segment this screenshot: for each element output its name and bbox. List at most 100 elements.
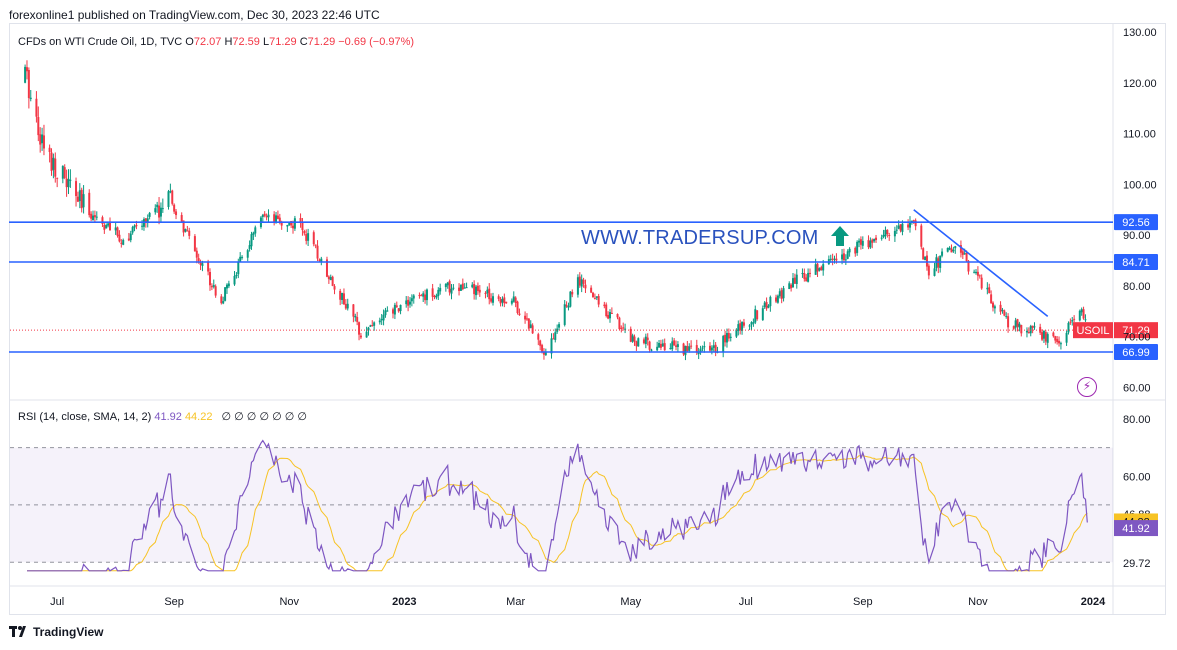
candle-body <box>820 267 823 271</box>
candle-body <box>871 239 874 243</box>
candle-body <box>790 284 793 289</box>
candle-body <box>1071 320 1074 322</box>
candle-body <box>907 224 910 228</box>
candle-body <box>978 275 981 277</box>
candle-body <box>780 290 783 299</box>
candle-body <box>741 321 744 331</box>
lightning-icon[interactable]: ⚡ <box>1077 377 1097 397</box>
rsi-label: RSI (14, close, SMA, 14, 2) <box>18 411 152 423</box>
candle-body <box>673 340 676 346</box>
candle-body <box>893 231 896 237</box>
candle-body <box>1058 340 1061 344</box>
candle-body <box>1001 309 1004 311</box>
candle-body <box>927 265 930 276</box>
candle-body <box>384 310 387 316</box>
candle-body <box>397 308 400 312</box>
tradingview-logo-icon <box>9 626 29 638</box>
candle-body <box>108 222 111 231</box>
candle-body <box>669 348 672 350</box>
candle-body <box>576 277 579 295</box>
candle-body <box>142 219 145 227</box>
candle-body <box>129 233 132 241</box>
candle-body <box>835 258 838 261</box>
candle-body <box>569 291 572 307</box>
candle-body <box>635 341 638 347</box>
symbol-legend: CFDs on WTI Crude Oil, 1D, TVC O72.07 H7… <box>18 36 415 48</box>
rsi-null-values: ∅ ∅ ∅ ∅ ∅ ∅ ∅ <box>221 411 307 423</box>
candle-body <box>437 289 440 297</box>
candle-body <box>524 315 527 320</box>
candle-body <box>67 178 70 188</box>
chart-frame <box>9 23 1166 615</box>
candle-body <box>701 347 704 349</box>
candle-body <box>1027 332 1030 334</box>
candle-body <box>1018 323 1021 328</box>
candle-body <box>727 333 730 339</box>
candle-body <box>663 343 666 351</box>
candle-body <box>61 165 64 179</box>
candle-body <box>92 215 95 221</box>
candle-body <box>884 229 887 236</box>
candle-body <box>37 117 40 136</box>
candle-body <box>327 276 330 280</box>
candle-body <box>439 287 442 292</box>
candle-body <box>1031 325 1034 329</box>
candle-body <box>1078 310 1081 321</box>
candle-body <box>782 288 785 299</box>
candle-body <box>158 205 161 218</box>
candle-body <box>688 346 691 351</box>
candle-body <box>199 261 202 265</box>
candle-body <box>856 241 859 253</box>
candle-body <box>41 134 44 144</box>
candle-body <box>988 287 991 294</box>
candle-body <box>756 310 759 320</box>
candle-body <box>816 263 819 272</box>
candle-body <box>1025 330 1028 333</box>
candle-body <box>539 340 542 346</box>
time-tick-label: Jul <box>739 596 753 608</box>
candle-body <box>492 296 495 303</box>
candle-body <box>90 213 93 219</box>
candle-body <box>1067 322 1070 333</box>
candle-body <box>122 239 125 245</box>
candle-body <box>924 256 927 261</box>
candle-body <box>976 271 979 276</box>
candle-body <box>552 338 555 340</box>
candle-body <box>312 232 315 245</box>
candle-body <box>792 278 795 288</box>
candle-body <box>603 304 606 307</box>
candle-body <box>941 251 944 256</box>
candle-body <box>307 233 310 241</box>
candle-body <box>699 349 702 352</box>
candle-body <box>82 194 85 208</box>
candle-body <box>875 237 878 241</box>
candle-body <box>503 297 506 304</box>
candle-body <box>529 324 532 328</box>
candle-body <box>914 220 917 227</box>
candle-body <box>182 220 185 233</box>
candle-body <box>27 70 30 99</box>
candle-body <box>220 296 223 304</box>
candle-body <box>275 215 278 223</box>
candle-body <box>610 312 613 314</box>
rsi-value-tag <box>1114 520 1158 537</box>
candle-body <box>354 316 357 318</box>
candle-body <box>999 304 1002 312</box>
candle-body <box>224 287 227 301</box>
candle-body <box>514 297 517 303</box>
time-tick-label: 2024 <box>1081 596 1106 608</box>
price-tick-label: 130.00 <box>1123 27 1157 39</box>
candle-body <box>888 234 891 236</box>
level-price-label: 92.56 <box>1122 217 1150 229</box>
candle-body <box>1046 334 1049 343</box>
candle-body <box>339 290 342 300</box>
candle-body <box>1039 326 1042 333</box>
candle-body <box>873 238 876 242</box>
candle-body <box>595 296 598 298</box>
candle-body <box>78 190 81 202</box>
candle-body <box>537 334 540 340</box>
candle-body <box>250 234 253 247</box>
candle-body <box>248 245 251 249</box>
candle-body <box>280 222 283 226</box>
